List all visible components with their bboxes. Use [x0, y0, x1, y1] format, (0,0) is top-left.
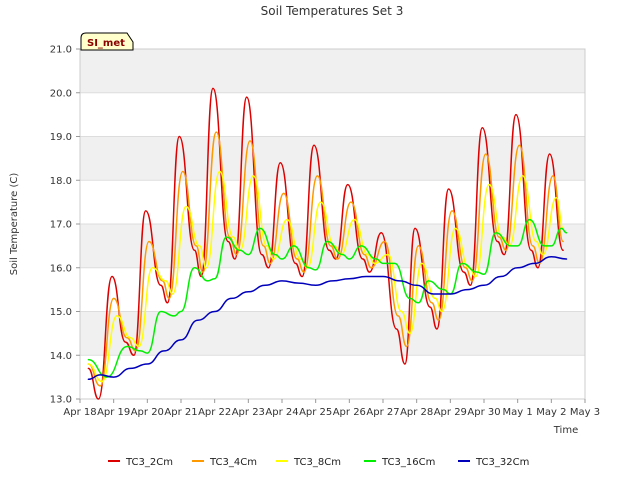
y-tick-label: 15.0: [50, 307, 72, 318]
x-tick-label: Apr 18: [63, 407, 96, 418]
series-line-tc3-2cm: [87, 87, 564, 400]
y-tick-label: 17.0: [50, 220, 72, 231]
y-tick-label: 14.0: [50, 351, 72, 362]
x-tick-label: Apr 28: [400, 407, 433, 418]
x-tick-label: May 1: [503, 407, 533, 418]
x-tick-label: Apr 23: [232, 407, 265, 418]
series-line-tc3-16cm: [87, 218, 568, 378]
legend-item-label: TC3_2Cm: [125, 457, 173, 468]
y-tick-label: 16.0: [50, 263, 72, 274]
y-tick-label: 21.0: [50, 45, 72, 56]
y-axis-ticks: 13.0 14.0 15.0 16.0 17.0 18.0 19.0 20.0 21.0: [50, 45, 80, 406]
x-tick-label: Apr 22: [198, 407, 231, 418]
series-lines: [87, 87, 568, 400]
x-tick-label: May 3: [570, 407, 600, 418]
y-tick-label: 19.0: [50, 132, 72, 143]
x-axis-label: Time: [553, 425, 578, 436]
y-tick-label: 20.0: [50, 88, 72, 99]
x-tick-label: Apr 27: [366, 407, 399, 418]
x-tick-label: Apr 30: [467, 407, 500, 418]
series-line-tc3-4cm: [87, 131, 564, 387]
y-tick-label: 18.0: [50, 176, 72, 187]
y-axis-label: Soil Temperature (C): [9, 173, 20, 276]
x-tick-label: Apr 29: [434, 407, 467, 418]
series-line-tc3-32cm: [87, 256, 568, 381]
x-tick-label: Apr 24: [265, 407, 298, 418]
x-tick-label: Apr 21: [164, 407, 197, 418]
legend-item-label: TC3_4Cm: [209, 457, 257, 468]
station-badge-label: SI_met: [87, 38, 125, 49]
legend-item-label: TC3_32Cm: [475, 457, 529, 468]
x-axis-ticks: Apr 18 Apr 19 Apr 20 Apr 21 Apr 22 Apr 23 Apr …: [63, 399, 600, 418]
x-tick-label: Apr 25: [299, 407, 332, 418]
station-badge: SI_met: [80, 32, 134, 51]
x-tick-label: Apr 20: [131, 407, 164, 418]
x-tick-label: Apr 19: [97, 407, 130, 418]
x-tick-label: Apr 26: [333, 407, 366, 418]
legend: TC3_2Cm TC3_4Cm TC3_8Cm TC3_16Cm TC3_32Cm: [108, 457, 529, 468]
grid-band: [80, 49, 585, 93]
chart-title: Soil Temperatures Set 3: [261, 4, 404, 18]
legend-item-label: TC3_8Cm: [293, 457, 341, 468]
grid-band: [80, 136, 585, 181]
x-tick-label: May 2: [536, 407, 566, 418]
legend-item-label: TC3_16Cm: [381, 457, 435, 468]
grid-band: [80, 311, 585, 356]
y-tick-label: 13.0: [50, 395, 72, 406]
